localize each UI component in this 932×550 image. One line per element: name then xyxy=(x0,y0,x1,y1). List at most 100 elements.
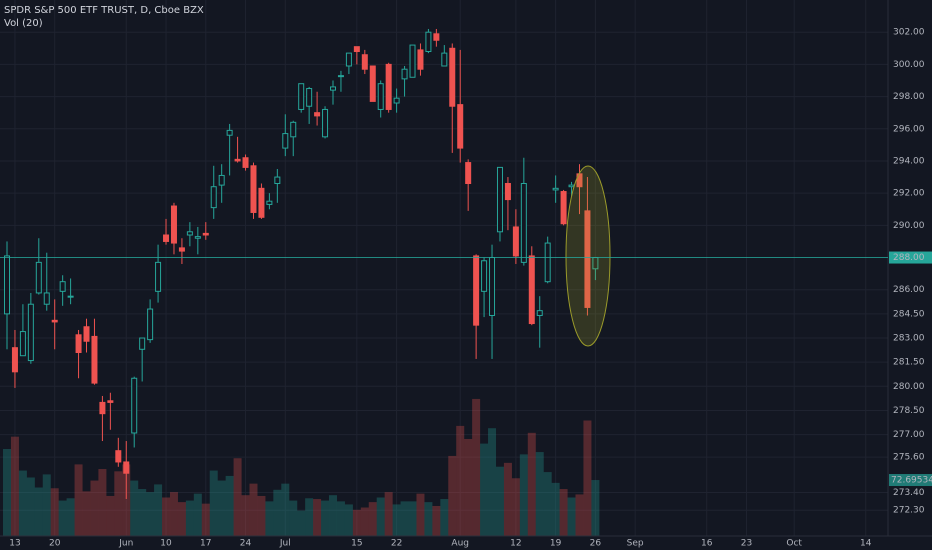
y-tick-label: 275.60 xyxy=(893,453,925,463)
volume-bar xyxy=(519,454,528,536)
volume-bar xyxy=(66,498,75,536)
volume-pane xyxy=(2,398,600,536)
volume-bar xyxy=(98,469,107,536)
candle-body xyxy=(544,242,551,283)
candle-body xyxy=(290,121,297,138)
candle-body xyxy=(194,236,201,239)
candle-body xyxy=(433,33,440,41)
candle-body xyxy=(123,461,130,474)
y-tick-label: 302.00 xyxy=(893,28,925,38)
candle-body xyxy=(337,75,344,78)
candle-body xyxy=(35,261,42,294)
candle-body xyxy=(11,347,18,373)
volume-bar xyxy=(559,489,568,536)
volume-bar xyxy=(114,471,123,536)
candle-body xyxy=(107,400,114,403)
candle-body xyxy=(131,377,138,434)
highlight-ellipse xyxy=(565,165,611,347)
volume-bar xyxy=(583,420,592,536)
volume-bar xyxy=(408,501,417,536)
candle-body xyxy=(75,334,82,354)
candle-body xyxy=(115,450,122,463)
volume-bar xyxy=(424,502,433,536)
y-tick-label: 294.00 xyxy=(893,156,925,166)
volume-bar xyxy=(10,436,19,536)
x-tick-label: 13 xyxy=(9,539,20,549)
candle-body xyxy=(306,88,313,107)
volume-bar xyxy=(241,495,250,536)
candle-body xyxy=(425,31,432,53)
candle-body xyxy=(473,255,480,326)
candle-body xyxy=(568,184,575,188)
volume-bar xyxy=(209,470,218,536)
x-tick-label: 14 xyxy=(860,539,872,549)
y-tick-label: 290.00 xyxy=(893,221,925,231)
last-price-tag xyxy=(889,251,932,264)
y-tick-label: 272.30 xyxy=(893,506,925,516)
volume-bar xyxy=(440,499,449,536)
y-tick-label: 273.40 xyxy=(893,488,925,498)
candle-body xyxy=(59,281,66,292)
volume-bar xyxy=(551,482,560,536)
volume-bar xyxy=(2,448,11,536)
candle-body xyxy=(298,83,305,110)
volume-bar xyxy=(543,472,552,536)
candle-body xyxy=(393,97,400,104)
candle-body xyxy=(163,234,170,242)
volume-bar xyxy=(344,504,353,536)
chart-title: SPDR S&P 500 ETF TRUST, D, Cboe BZX xyxy=(4,5,204,16)
candle-body xyxy=(504,182,511,201)
last-volume-label: 72.69534 xyxy=(891,476,932,486)
volume-bar xyxy=(193,493,202,536)
x-tick-label: 24 xyxy=(240,539,252,549)
candle-body xyxy=(139,337,146,350)
candle-body xyxy=(51,319,58,323)
candle-body xyxy=(19,331,26,357)
volume-bar xyxy=(591,480,600,536)
candle-body xyxy=(242,157,249,168)
volume-bar xyxy=(185,500,194,536)
x-tick-label: Sep xyxy=(627,539,644,549)
volume-bar xyxy=(368,502,377,536)
last-volume-tag xyxy=(889,474,932,487)
candle-body xyxy=(377,83,384,110)
y-tick-label: 284.50 xyxy=(893,309,925,319)
x-tick-label: Aug xyxy=(451,539,469,549)
volume-bar xyxy=(376,497,385,536)
candle-body xyxy=(186,231,193,236)
volume-bar xyxy=(58,500,67,536)
volume-bar xyxy=(281,483,290,536)
volume-bar xyxy=(352,509,361,536)
candle-body xyxy=(202,232,209,236)
volume-bar xyxy=(495,466,504,536)
volume-bar xyxy=(321,500,330,536)
x-tick-label: 16 xyxy=(701,539,713,549)
volume-bar xyxy=(329,495,337,536)
candle-body xyxy=(155,261,162,292)
x-tick-label: 17 xyxy=(200,539,211,549)
volume-bar xyxy=(249,483,258,536)
candle-body xyxy=(520,182,527,263)
volume-bar xyxy=(130,480,139,536)
volume-bar xyxy=(138,489,147,536)
candle-body xyxy=(330,86,336,91)
volume-bar xyxy=(225,475,234,536)
candle-body xyxy=(409,44,416,78)
volume-bar xyxy=(511,478,520,536)
candle-body xyxy=(67,295,74,298)
candle-body xyxy=(226,129,233,136)
candle-body xyxy=(441,52,448,67)
candle-body xyxy=(560,191,567,225)
y-tick-label: 292.00 xyxy=(893,189,925,199)
volume-bar xyxy=(122,464,131,536)
volume-bar xyxy=(154,484,163,536)
candle-body xyxy=(576,173,583,188)
volume-bar xyxy=(392,504,401,536)
candle-body xyxy=(91,335,98,384)
volume-bar xyxy=(34,487,43,536)
volume-bar xyxy=(313,499,322,536)
y-tick-label: 298.00 xyxy=(893,92,925,102)
candle-body xyxy=(385,63,392,110)
candles xyxy=(3,28,599,499)
